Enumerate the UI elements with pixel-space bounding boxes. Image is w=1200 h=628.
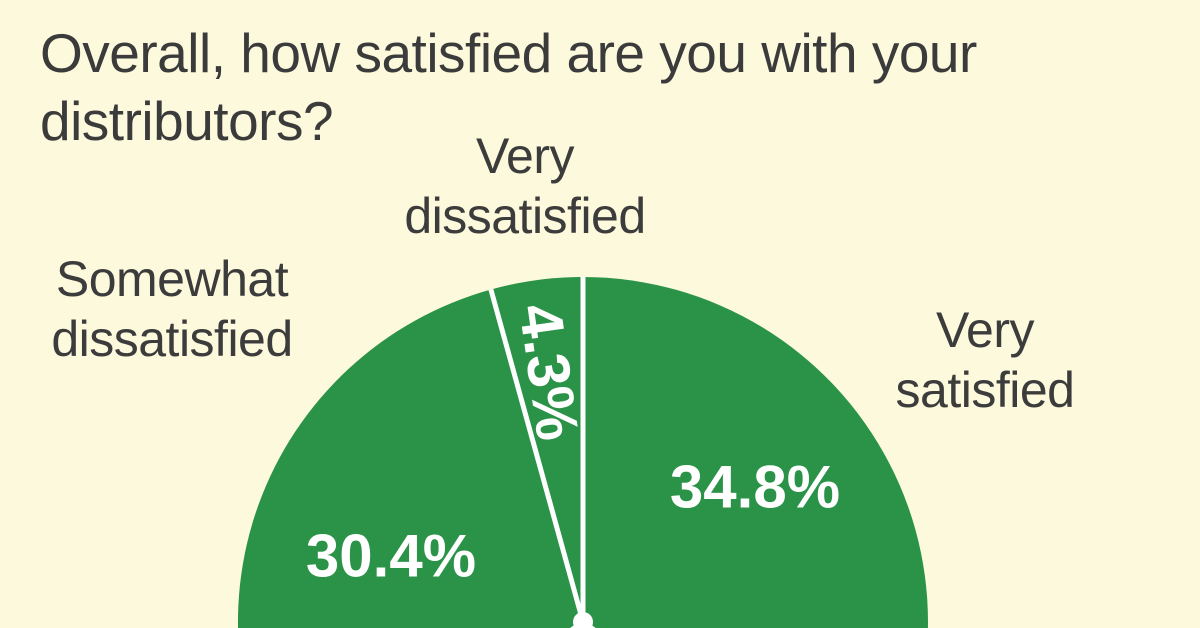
label-very-dissatisfied: Very dissatisfied	[375, 126, 675, 246]
label-somewhat-dissatisfied-line-2: dissatisfied	[51, 311, 293, 367]
label-very-dissatisfied-line-2: dissatisfied	[404, 188, 646, 244]
chart-title-line-1: Overall, how satisfied are you with your	[40, 22, 977, 84]
label-very-satisfied: Very satisfied	[835, 300, 1135, 420]
label-very-dissatisfied-line-1: Very	[475, 128, 575, 184]
pie-center-dot	[573, 612, 593, 628]
pie-divider-line-1	[488, 288, 586, 623]
label-somewhat-dissatisfied-line-1: Somewhat	[55, 251, 289, 307]
value-very-satisfied: 34.8%	[669, 453, 841, 521]
value-somewhat-dissatisfied: 30.4%	[305, 522, 477, 590]
pie-slice-somewhat-dissatisfied	[237, 289, 583, 628]
chart-title: Overall, how satisfied are you with your…	[40, 19, 1180, 155]
pie-slice-very-satisfied	[583, 277, 928, 628]
chart-title-line-2: distributors?	[40, 90, 334, 152]
label-very-satisfied-line-1: Very	[935, 302, 1035, 358]
label-very-satisfied-line-2: satisfied	[895, 362, 1075, 418]
label-somewhat-dissatisfied: Somewhat dissatisfied	[0, 249, 347, 369]
